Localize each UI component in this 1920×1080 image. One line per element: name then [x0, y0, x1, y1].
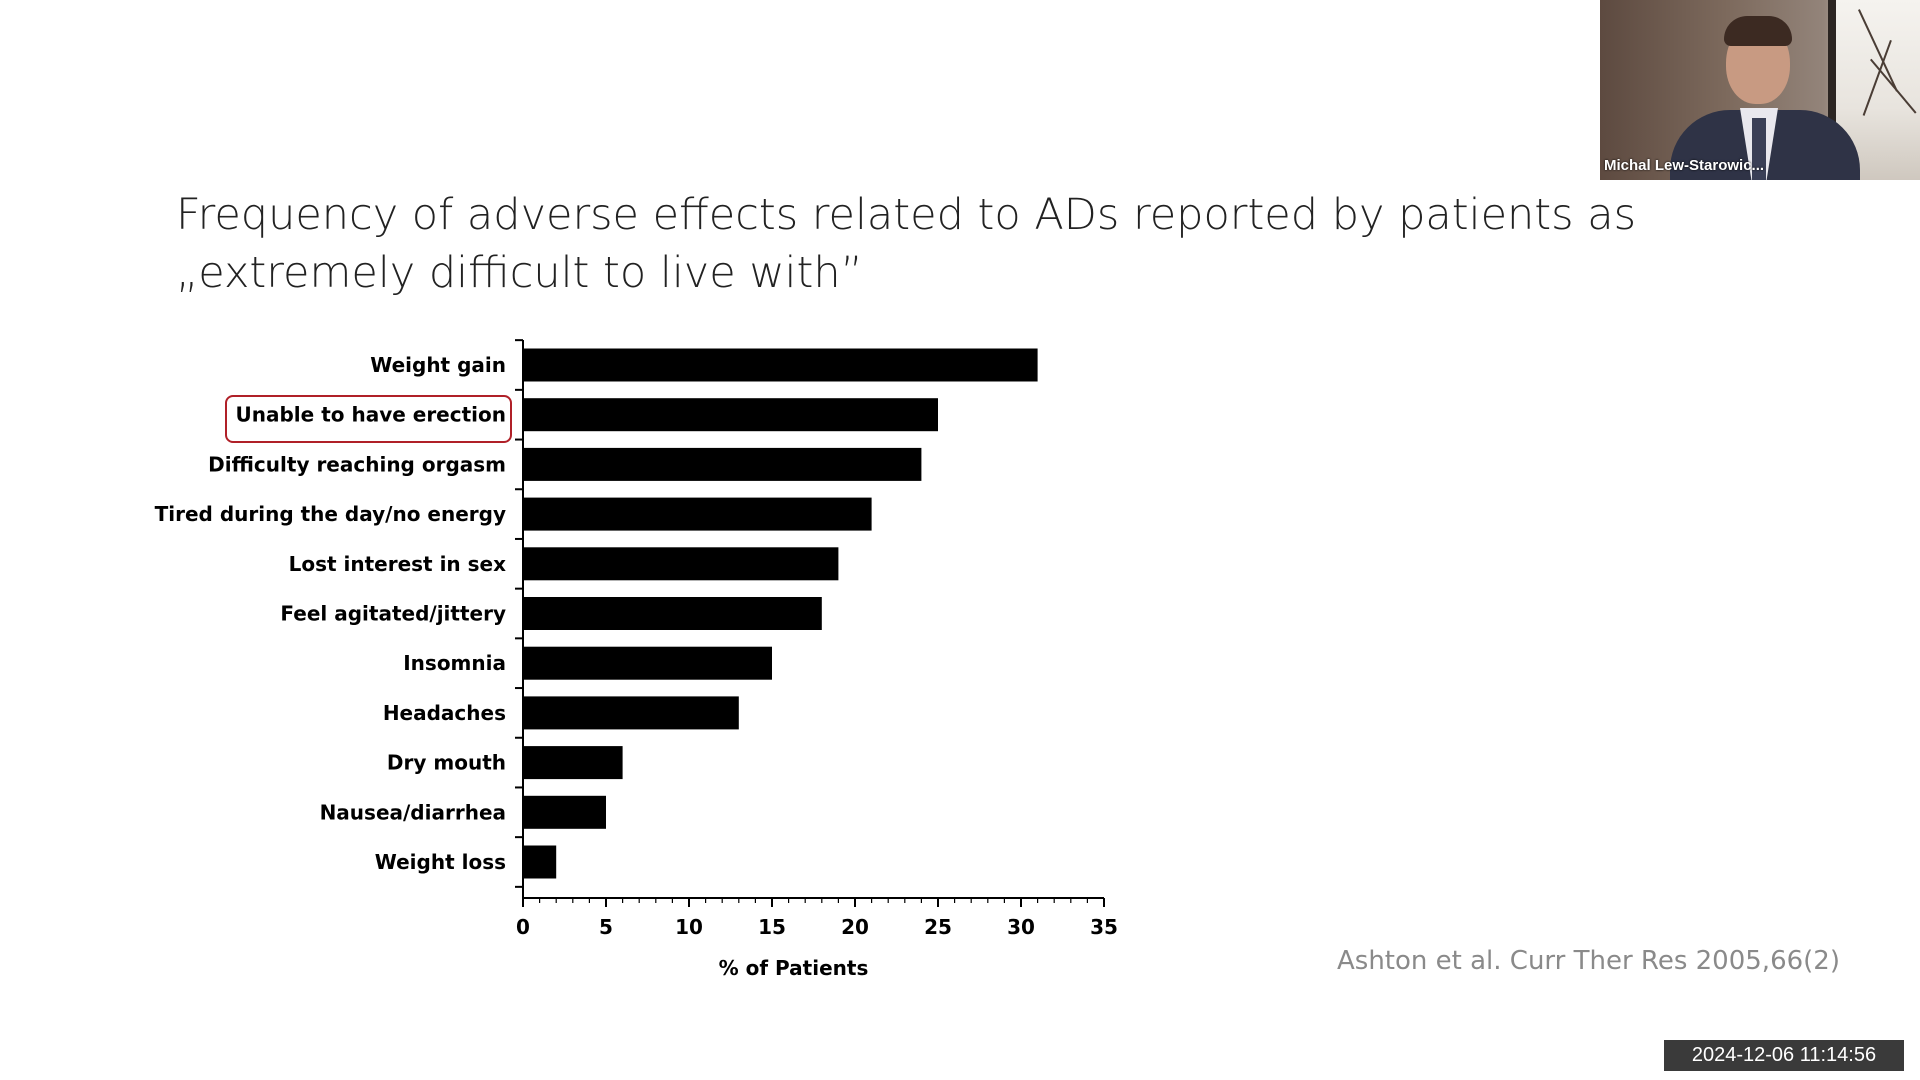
- category-label-difficulty-reaching-orgasm: Difficulty reaching orgasm: [208, 452, 506, 476]
- category-label-unable-to-have-erection: Unable to have erection: [236, 403, 506, 427]
- participant-video-tile[interactable]: Michal Lew-Starowic...: [1600, 0, 1920, 180]
- bar-unable-to-have-erection: [523, 398, 938, 432]
- bar-weight-gain: [523, 348, 1038, 382]
- chart-category-labels-group: Weight gain Unable to have erection Diffic…: [155, 353, 506, 874]
- highlight-box-unable-to-have-erection: [225, 395, 512, 443]
- bar-weight-loss: [523, 845, 557, 879]
- x-axis-title: % of Patients: [719, 956, 869, 980]
- bar-feel-agitated-jittery: [523, 597, 822, 630]
- participant-tie: [1752, 118, 1766, 180]
- x-tick-label-25: 25: [924, 915, 952, 939]
- category-label-dry-mouth: Dry mouth: [387, 751, 506, 775]
- category-label-tired-during-the-day-no-energy: Tired during the day/no energy: [155, 502, 506, 526]
- x-tick-label-30: 30: [1007, 915, 1035, 939]
- bar-dry-mouth: [523, 746, 623, 780]
- chart-axis-group: 0 5 10 15 20 25 30 35 % of Patients: [515, 339, 1118, 980]
- x-tick-label-35: 35: [1090, 915, 1118, 939]
- recording-timestamp: 2024-12-06 11:14:56: [1664, 1040, 1904, 1071]
- participant-name-label: Michal Lew-Starowic...: [1604, 157, 1765, 174]
- bar-lost-interest-in-sex: [523, 547, 839, 581]
- bar-headaches: [523, 696, 739, 730]
- category-label-feel-agitated-jittery: Feel agitated/jittery: [280, 602, 506, 626]
- x-tick-label-0: 0: [516, 915, 530, 939]
- x-tick-label-5: 5: [599, 915, 613, 939]
- x-tick-label-20: 20: [841, 915, 869, 939]
- bar-insomnia: [523, 646, 772, 680]
- category-label-weight-loss: Weight loss: [375, 850, 506, 874]
- video-window-frame: [1828, 0, 1836, 180]
- bar-nausea-diarrhea: [523, 795, 606, 829]
- slide-title-line-2: „extremely difficult to live with”: [176, 248, 863, 298]
- slide-title-line-1: Frequency of adverse effects related to …: [176, 190, 1636, 240]
- participant-hair: [1724, 16, 1792, 46]
- x-tick-label-15: 15: [758, 915, 786, 939]
- category-label-headaches: Headaches: [383, 701, 506, 725]
- slide-title: Frequency of adverse effects related to …: [176, 186, 1636, 302]
- category-label-lost-interest-in-sex: Lost interest in sex: [289, 552, 507, 576]
- x-tick-label-10: 10: [675, 915, 703, 939]
- category-label-nausea-diarrhea: Nausea/diarrhea: [320, 800, 506, 824]
- bar-tired-during-the-day-no-energy: [523, 497, 872, 531]
- bar-difficulty-reaching-orgasm: [523, 447, 922, 481]
- chart-bars-group: [523, 348, 1038, 879]
- category-label-insomnia: Insomnia: [403, 651, 506, 675]
- category-label-weight-gain: Weight gain: [370, 353, 506, 377]
- citation-text: Ashton et al. Curr Ther Res 2005,66(2): [1337, 946, 1840, 976]
